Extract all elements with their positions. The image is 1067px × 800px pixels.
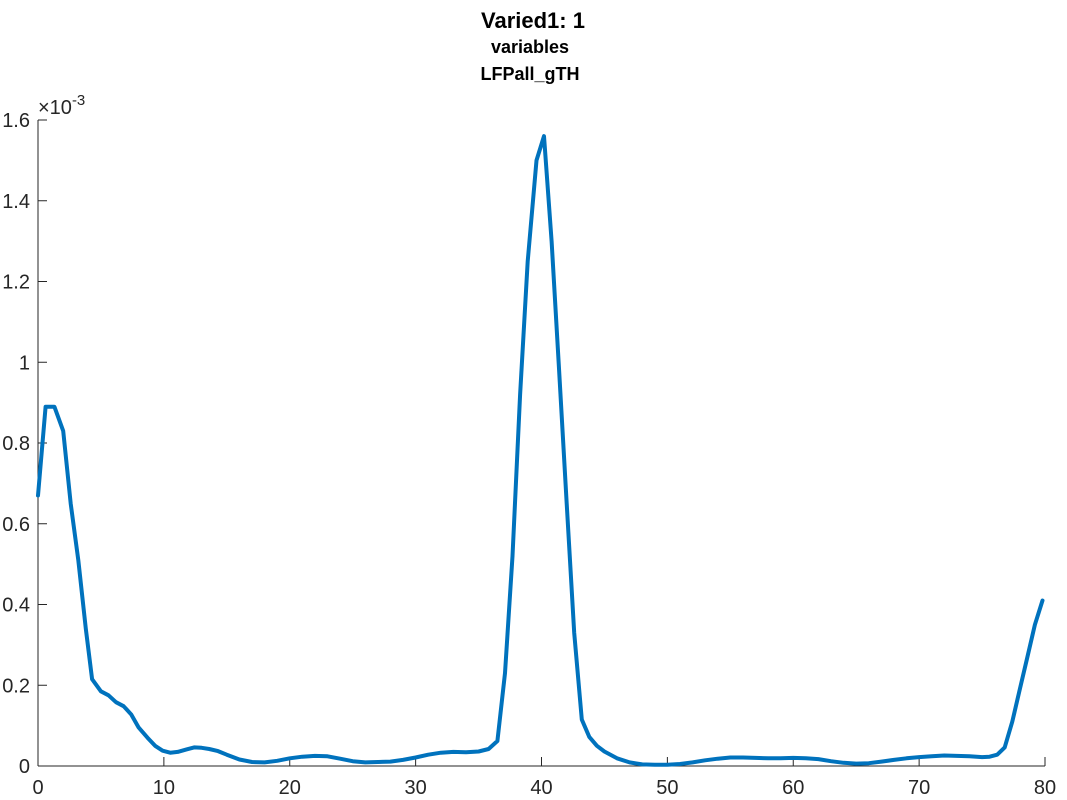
x-tick-label: 60 — [782, 777, 804, 799]
tick-labels: 0 10 20 30 40 50 60 70 80 0 0.2 0.4 0.6 0.8 1 1.2 1.4 1.6 — [2, 110, 1056, 799]
y-exponent-power: -3 — [72, 92, 85, 109]
x-tick-label: 10 — [153, 777, 175, 799]
y-tick-label: 0.4 — [2, 595, 30, 617]
axes — [37, 120, 1045, 767]
x-tick-label: 0 — [32, 777, 43, 799]
x-tick-label: 50 — [656, 777, 678, 799]
series-layer — [36, 134, 1045, 767]
x-tick-label: 30 — [405, 777, 427, 799]
x-tick-label: 80 — [1034, 777, 1056, 799]
series-line — [36, 134, 1045, 767]
svg-text:×10-3: ×10-3 — [38, 92, 85, 119]
tick-marks — [37, 119, 1046, 767]
chart-title: Varied1: 1 — [481, 8, 585, 33]
y-tick-label: 0.8 — [2, 433, 30, 455]
y-exponent-label: ×10-3 — [38, 92, 85, 119]
y-tick-label: 1.2 — [2, 272, 30, 294]
y-tick-label: 0.2 — [2, 675, 30, 697]
chart-subtitle: variables — [491, 37, 569, 57]
x-tick-label: 40 — [530, 777, 552, 799]
chart-subtitle-2: LFPall_gTH — [480, 64, 579, 84]
y-tick-label: 0.6 — [2, 514, 30, 536]
x-tick-label: 20 — [279, 777, 301, 799]
y-tick-label: 1.6 — [2, 110, 30, 132]
x-tick-label: 70 — [908, 777, 930, 799]
y-tick-label: 0 — [19, 756, 30, 778]
y-tick-label: 1 — [19, 352, 30, 374]
y-exponent-base: ×10 — [38, 97, 72, 119]
y-tick-label: 1.4 — [2, 191, 30, 213]
